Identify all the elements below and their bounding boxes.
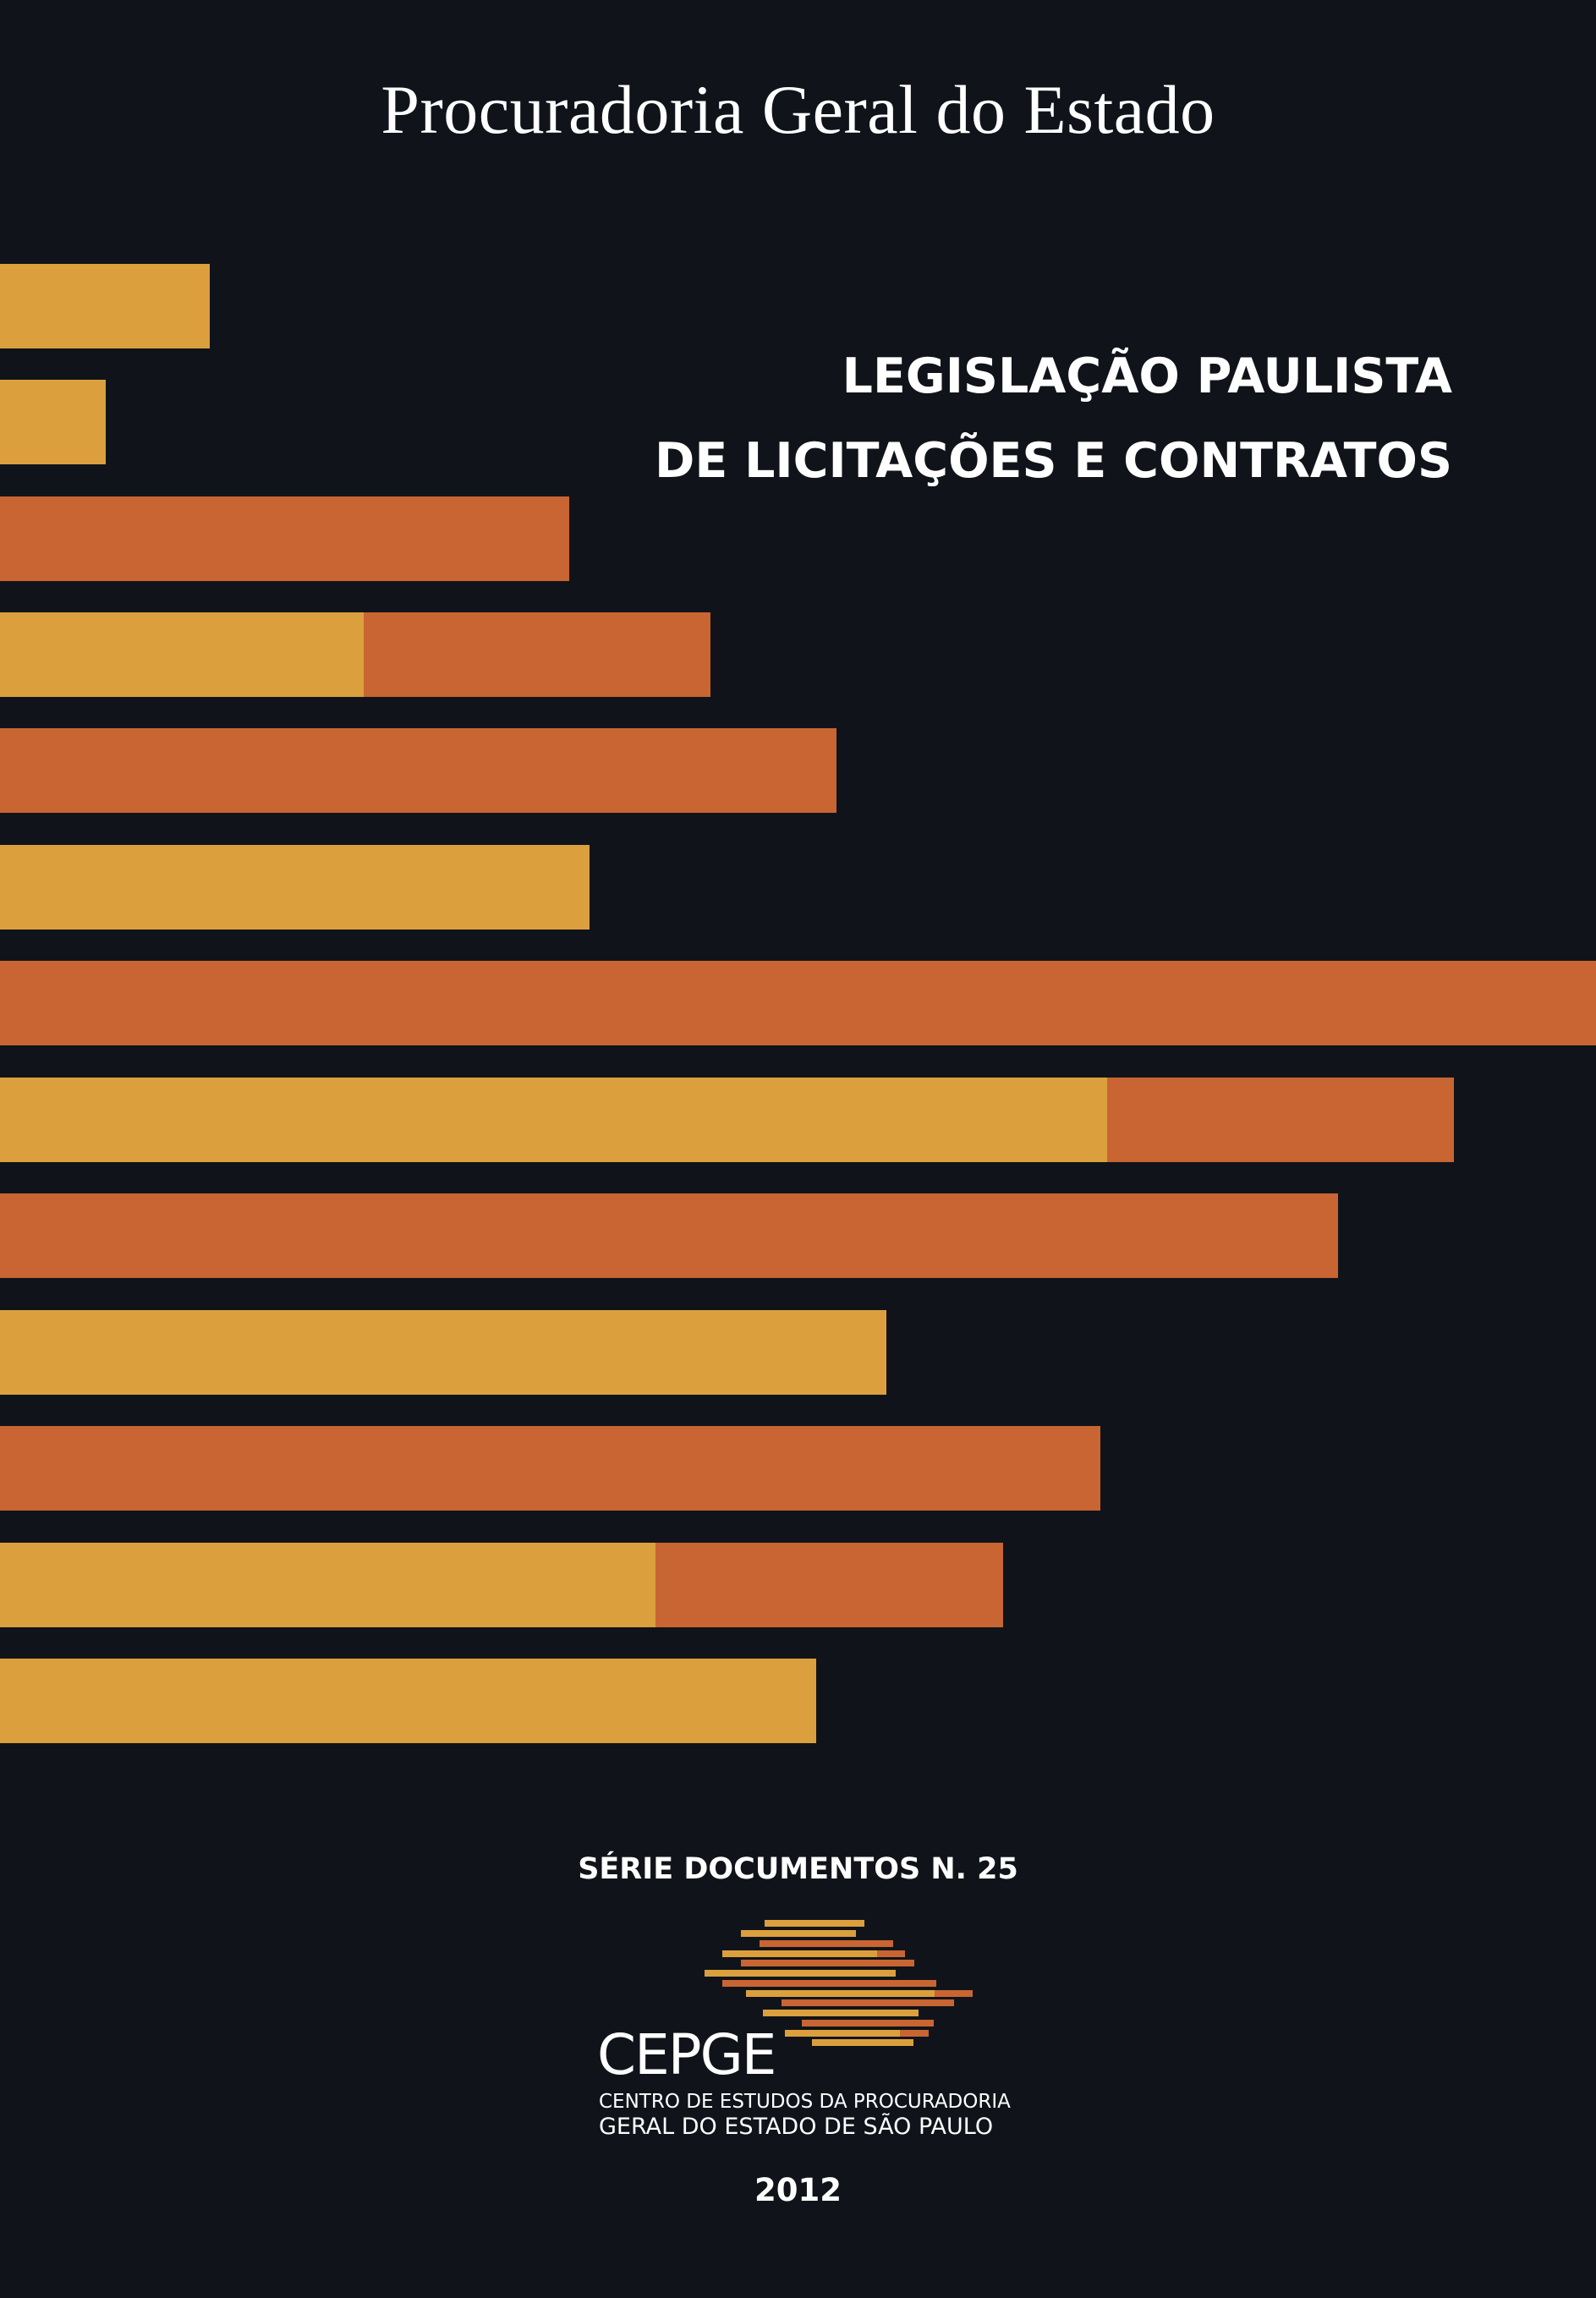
decorative-bar [0,845,590,930]
decorative-bar [0,1078,1454,1162]
decorative-bar [0,1310,886,1395]
decorative-bar [0,1426,1100,1511]
decorative-bar [0,1543,1003,1627]
decorative-bar [0,496,569,581]
decorative-bar [0,1193,1338,1278]
decorative-bar [0,380,106,464]
series-label: SÉRIE DOCUMENTOS N. 25 [578,1852,1018,1886]
book-title-line2: DE LICITAÇÕES E CONTRATOS [655,433,1452,489]
logo-subtitle: CENTRO DE ESTUDOS DA PROCURADORIA GERAL … [599,2089,1011,2140]
decorative-bar [0,728,836,813]
publication-year: 2012 [754,2172,842,2208]
publisher-title: Procuradoria Geral do Estado [381,71,1215,148]
decorative-bar [0,264,210,348]
decorative-bar [0,612,710,697]
logo-subtitle-line2: GERAL DO ESTADO DE SÃO PAULO [599,2114,994,2140]
logo-subtitle-line1: CENTRO DE ESTUDOS DA PROCURADORIA [599,2091,1011,2113]
book-title: LEGISLAÇÃO PAULISTA DE LICITAÇÕES E CONT… [437,334,1452,503]
decorative-bar [0,961,1596,1045]
decorative-bar [0,1659,816,1743]
book-title-line1: LEGISLAÇÃO PAULISTA [842,348,1452,404]
logo-name: CEPGE [597,2022,776,2087]
